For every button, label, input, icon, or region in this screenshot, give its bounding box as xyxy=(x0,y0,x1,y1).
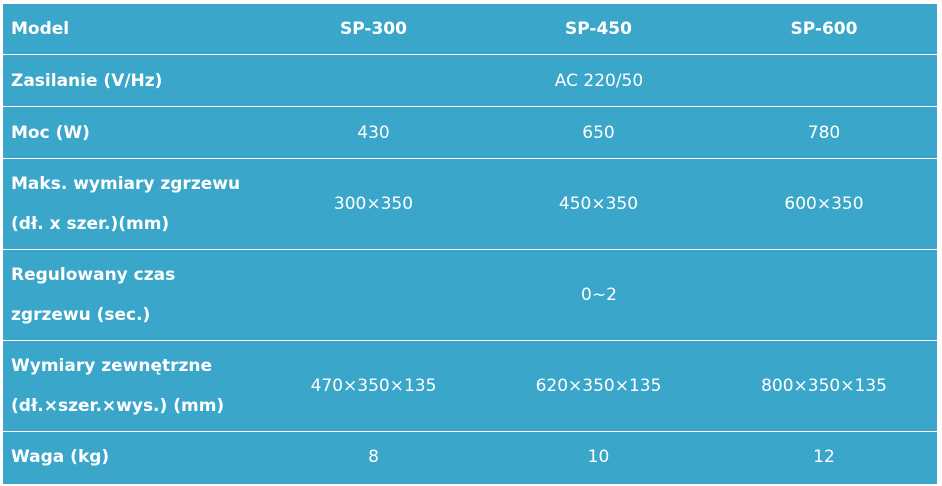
maks-sp-450: 450×350 xyxy=(486,158,711,250)
wymiary-sp-600: 800×350×135 xyxy=(711,340,937,432)
row-label-moc: Moc (W) xyxy=(3,106,261,159)
row-label-regulowany: Regulowany czas zgrzewu (sec.) xyxy=(3,249,261,341)
table-row: Regulowany czas zgrzewu (sec.) 0~2 xyxy=(3,249,937,341)
moc-sp-600: 780 xyxy=(711,106,937,159)
zasilanie-value: AC 220/50 xyxy=(261,54,937,107)
wymiary-sp-450: 620×350×135 xyxy=(486,340,711,432)
moc-sp-300: 430 xyxy=(261,106,486,159)
maks-sp-600: 600×350 xyxy=(711,158,937,250)
waga-sp-600: 12 xyxy=(813,447,835,467)
table-row: Zasilanie (V/Hz) AC 220/50 xyxy=(3,54,937,107)
moc-sp-450: 650 xyxy=(486,106,711,159)
header-model: Model xyxy=(3,4,261,55)
waga-sp-450: 10 xyxy=(587,447,610,467)
header-sp-600: SP-600 xyxy=(711,4,937,55)
spec-table: Model SP-300 SP-450 SP-600 Zasilanie (V/… xyxy=(3,4,937,482)
table-row: Maks. wymiary zgrzewu (dł. x szer.)(mm) … xyxy=(3,158,937,250)
table-row: Waga (kg) 8 10 12 xyxy=(3,432,937,483)
header-sp-450: SP-450 xyxy=(486,4,711,55)
row-label-wymiary: Wymiary zewnętrzne (dł.×szer.×wys.) (mm) xyxy=(3,340,261,432)
table-row: Wymiary zewnętrzne (dł.×szer.×wys.) (mm)… xyxy=(3,340,937,432)
row-label-maks-line1: Maks. wymiary zgrzewu xyxy=(11,174,241,194)
row-label-regulowany-line1: Regulowany czas xyxy=(11,265,176,285)
row-label-wymiary-line2: (dł.×szer.×wys.) (mm) xyxy=(11,396,225,416)
table-row: Moc (W) 430 650 780 xyxy=(3,106,937,159)
maks-sp-300: 300×350 xyxy=(261,158,486,250)
wymiary-sp-300: 470×350×135 xyxy=(261,340,486,432)
row-label-waga: Waga (kg) xyxy=(11,447,110,467)
row-label-wymiary-line1: Wymiary zewnętrzne xyxy=(11,356,213,376)
table-header-row: Model SP-300 SP-450 SP-600 xyxy=(3,4,937,55)
header-sp-300: SP-300 xyxy=(261,4,486,55)
spec-table-container: Model SP-300 SP-450 SP-600 Zasilanie (V/… xyxy=(3,4,937,484)
regulowany-value: 0~2 xyxy=(261,249,937,341)
row-label-maks-line2: (dł. x szer.)(mm) xyxy=(11,214,170,234)
row-label-regulowany-line2: zgrzewu (sec.) xyxy=(11,305,151,325)
waga-sp-300: 8 xyxy=(368,447,379,467)
row-label-zasilanie: Zasilanie (V/Hz) xyxy=(3,54,261,107)
row-label-maks: Maks. wymiary zgrzewu (dł. x szer.)(mm) xyxy=(3,158,261,250)
